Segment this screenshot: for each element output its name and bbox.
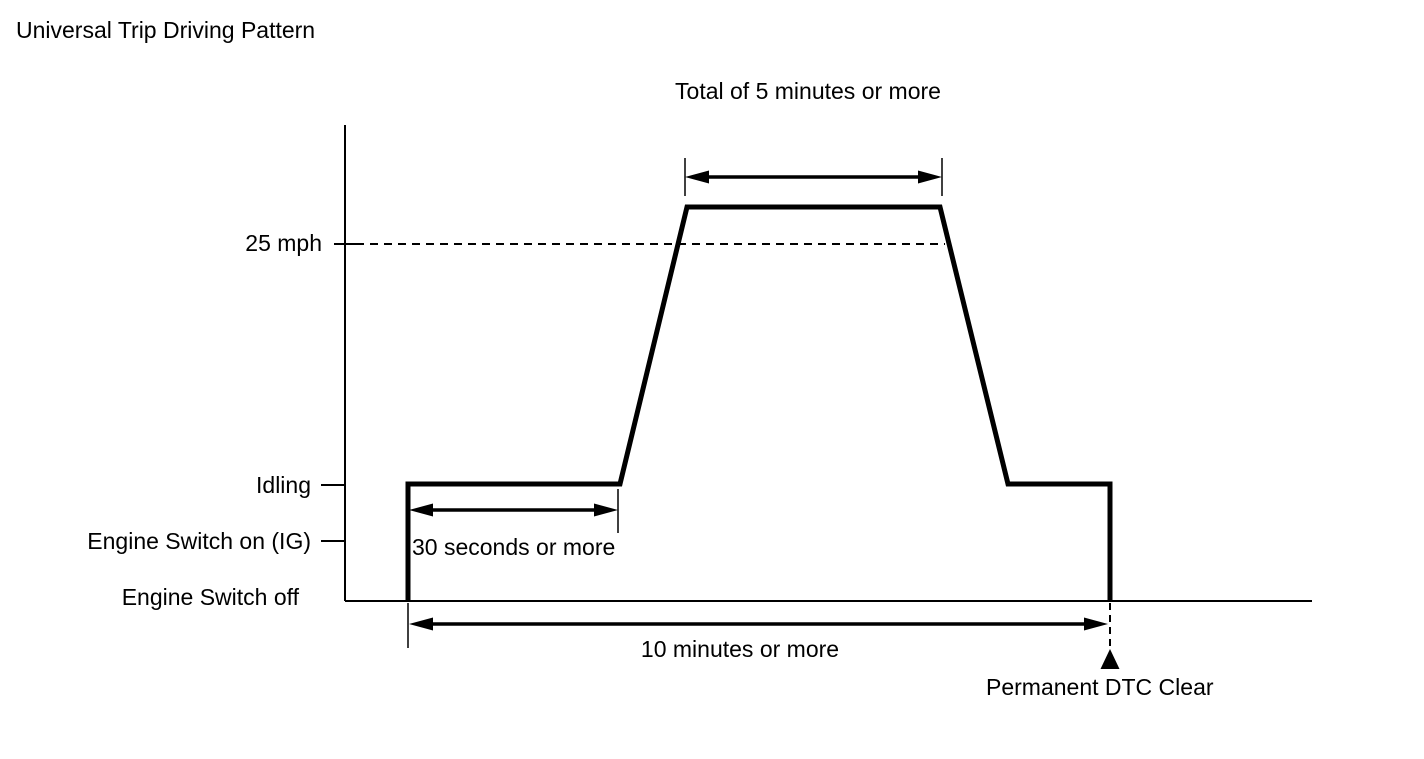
label-engine-switch-on: Engine Switch on (IG) [87, 528, 311, 554]
trip-duration-arrowhead-left [409, 617, 433, 631]
label-engine-switch-off: Engine Switch off [121, 584, 299, 610]
speed-trace [405, 204, 1113, 601]
diagram-title: Universal Trip Driving Pattern [16, 17, 316, 43]
idle-duration-arrowhead-right [594, 503, 618, 517]
label-idling: Idling [256, 472, 311, 498]
label-total-duration: Total of 5 minutes or more [675, 78, 941, 104]
label-25mph: 25 mph [245, 230, 322, 256]
trip-duration-arrowhead-right [1084, 617, 1108, 631]
total-duration-arrow [684, 158, 943, 196]
idle-duration-arrow [409, 489, 619, 533]
label-idle-duration: 30 seconds or more [412, 534, 616, 560]
label-trip-duration: 10 minutes or more [640, 636, 840, 662]
total-duration-arrowhead-right [918, 170, 942, 184]
trip-duration-arrow [407, 603, 1108, 648]
label-permanent-dtc-clear: Permanent DTC Clear [986, 674, 1214, 700]
total-duration-arrowhead-left [685, 170, 709, 184]
dtc-clear-marker [1100, 603, 1120, 669]
dtc-clear-triangle-icon [1100, 649, 1120, 669]
idle-duration-arrowhead-left [409, 503, 433, 517]
